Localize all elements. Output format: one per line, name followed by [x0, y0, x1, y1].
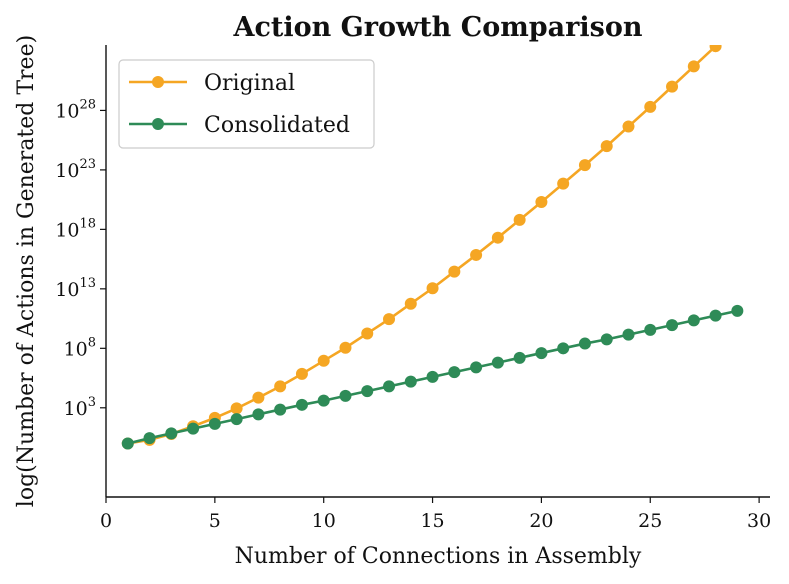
data-point — [295, 367, 308, 380]
data-point — [622, 328, 635, 341]
data-point — [448, 366, 461, 379]
data-point — [230, 402, 243, 415]
data-point — [230, 413, 243, 426]
y-tick-label: 1023 — [55, 157, 96, 182]
data-point — [383, 313, 396, 326]
x-tick-label: 25 — [638, 510, 662, 532]
x-tick-label: 0 — [100, 510, 112, 532]
data-point — [709, 45, 722, 53]
data-point — [666, 80, 679, 93]
data-point — [252, 408, 265, 421]
data-point — [709, 309, 722, 322]
data-point — [513, 213, 526, 226]
legend-swatch-marker — [152, 76, 164, 88]
data-point — [426, 282, 439, 295]
data-point — [470, 361, 483, 374]
data-point — [513, 351, 526, 364]
y-axis-label: log(Number of Actions in Generated Tree) — [14, 35, 39, 507]
data-point — [317, 394, 330, 407]
x-axis-label: Number of Connections in Assembly — [235, 544, 642, 569]
data-point — [295, 398, 308, 411]
data-point — [404, 297, 417, 310]
data-point — [491, 231, 504, 244]
chart-title: Action Growth Comparison — [233, 12, 643, 43]
data-point — [557, 342, 570, 355]
data-point — [578, 337, 591, 350]
data-point — [361, 327, 374, 340]
data-point — [404, 375, 417, 388]
data-point — [622, 120, 635, 133]
data-point — [317, 354, 330, 367]
y-tick-label: 108 — [64, 335, 96, 360]
data-point — [208, 417, 221, 430]
data-point — [666, 319, 679, 332]
legend-item-consolidated: Consolidated — [129, 113, 350, 138]
data-point — [121, 437, 134, 450]
data-point — [557, 177, 570, 190]
data-point — [600, 140, 613, 153]
data-point — [491, 356, 504, 369]
y-tick-label: 1018 — [55, 216, 96, 241]
data-point — [339, 389, 352, 402]
data-point — [731, 304, 744, 317]
data-point — [426, 370, 439, 383]
y-tick-label: 103 — [64, 395, 96, 420]
y-tick-label: 1013 — [55, 276, 96, 301]
data-point — [578, 159, 591, 172]
data-point — [448, 265, 461, 278]
series-layer — [121, 19, 744, 450]
y-tick-label: 1028 — [55, 97, 96, 122]
data-point — [252, 391, 265, 404]
data-point — [644, 100, 657, 113]
x-ticks: 0 5 10 15 20 25 30 — [100, 497, 771, 532]
axes — [105, 45, 770, 498]
data-point — [339, 341, 352, 354]
y-ticks: 103 108 1013 1018 1023 1028 — [55, 97, 106, 420]
legend-swatch-marker — [152, 118, 164, 130]
data-point — [143, 432, 156, 445]
x-tick-label: 10 — [312, 510, 336, 532]
data-point — [644, 323, 657, 336]
data-point — [165, 427, 178, 440]
x-tick-label: 30 — [747, 510, 771, 532]
x-tick-label: 20 — [529, 510, 553, 532]
x-tick-label: 5 — [209, 510, 221, 532]
data-point — [274, 403, 287, 416]
data-point — [687, 314, 700, 327]
legend-item-original: Original — [129, 71, 295, 96]
legend: Original Consolidated — [118, 59, 375, 149]
data-point — [361, 385, 374, 398]
data-point — [470, 248, 483, 261]
series-consolidated — [121, 304, 744, 450]
data-point — [274, 380, 287, 393]
legend-label: Consolidated — [204, 113, 350, 138]
data-point — [600, 333, 613, 346]
data-point — [535, 196, 548, 209]
legend-label: Original — [204, 71, 295, 96]
data-point — [383, 380, 396, 393]
data-point — [731, 19, 743, 31]
data-point — [187, 422, 200, 435]
data-point — [687, 60, 700, 73]
data-point — [535, 347, 548, 360]
x-tick-label: 15 — [420, 510, 444, 532]
